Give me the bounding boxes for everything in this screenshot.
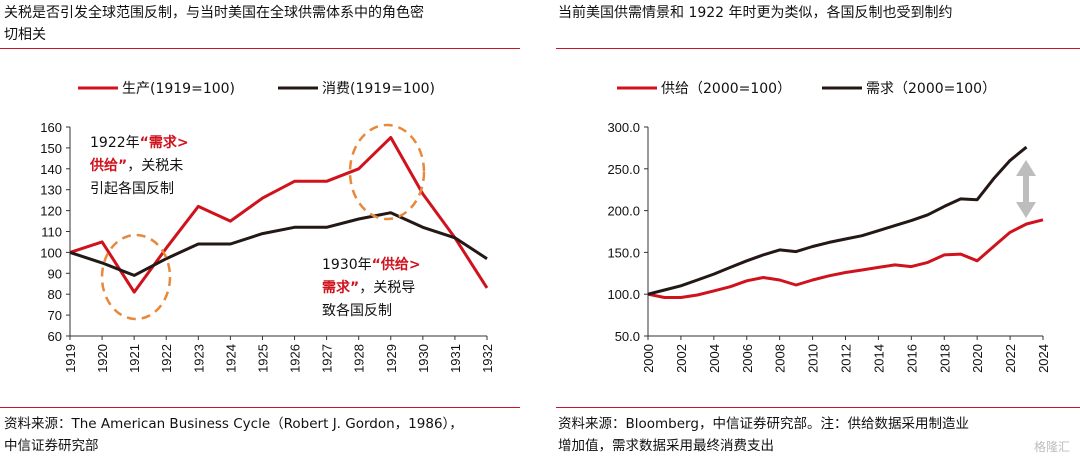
right-x-tick-label: 2004 — [707, 344, 722, 373]
left-x-tick-label: 1923 — [191, 344, 206, 373]
left-x-tick-label: 1931 — [448, 344, 463, 373]
right-y-tick-label: 100.0 — [607, 287, 640, 302]
right-x-tick-label: 2014 — [871, 344, 886, 373]
left-y-tick-label: 160 — [40, 120, 62, 135]
legend-label-production: 生产(1919=100) — [122, 81, 235, 97]
left-panel-title: 关税是否引发全球范围反制，与当时美国在全球供需体系中的角色密 切相关 — [4, 2, 524, 46]
left-x-tick-label: 1930 — [416, 344, 431, 373]
annotation-1930-line2: 需求”，关税导 — [322, 279, 415, 296]
left-y-tick-label: 60 — [48, 329, 62, 344]
annotation-1930: 1930年“供给> 需求”，关税导 致各国反制 — [322, 256, 421, 319]
right-x-tick-label: 2020 — [970, 344, 985, 373]
right-source-line1: 资料来源：Bloomberg，中信证券研究部。注：供给数据采用制造业 — [558, 416, 969, 432]
right-source-line2: 增加值，需求数据采用最终消费支出 — [558, 438, 774, 454]
left-source-rule — [0, 407, 520, 408]
left-x-tick-label: 1929 — [384, 344, 399, 373]
legend-label-supply: 供给（2000=100） — [661, 81, 791, 97]
annotation-1930-line3: 致各国反制 — [322, 303, 392, 319]
annotation-1922-red1: “需求> — [140, 134, 189, 151]
right-chart: 50.0 100.0 150.0 200.0 250.0 300.0 2000 2002 200… — [607, 120, 1051, 373]
right-panel-title: 当前美国供需情景和 1922 年时更为类似，各国反制也受到制约 — [558, 5, 953, 21]
left-y-tick-label: 100 — [40, 245, 62, 260]
annotation-1930-red1: “供给> — [372, 256, 421, 273]
series-line-production — [69, 136, 489, 294]
gap-double-arrow — [1016, 160, 1036, 218]
left-chart: 60 70 80 90 100 110 120 130 140 150 160 1919 1920 192… — [40, 120, 495, 373]
annotation-1922-line1: 1922年“需求> — [90, 134, 189, 151]
left-x-tick-label: 1925 — [255, 344, 270, 373]
series-line-demand — [647, 145, 1028, 296]
left-x-tick-label: 1922 — [159, 344, 174, 373]
right-y-tick-label: 250.0 — [607, 162, 640, 177]
legend-label-demand: 需求（2000=100） — [866, 81, 996, 97]
left-source-line1: 资料来源：The American Business Cycle（Robert … — [4, 416, 463, 432]
right-y-tick-label: 200.0 — [607, 204, 640, 219]
left-y-tick-label: 70 — [48, 308, 62, 323]
annotation-1922-year: 1922年 — [90, 135, 140, 151]
right-x-tick-label: 2010 — [806, 344, 821, 373]
left-y-tick-label: 150 — [40, 141, 62, 156]
highlight-circle-1929 — [348, 123, 426, 221]
annotation-1922-line2: 供给”，关税未 — [89, 157, 183, 174]
right-x-tick-label: 2024 — [1036, 344, 1051, 373]
left-y-tick-label: 90 — [48, 266, 62, 281]
annotation-1930-line1: 1930年“供给> — [322, 256, 421, 273]
legend-label-consumption: 消费(1919=100) — [322, 81, 435, 97]
left-x-tick-label: 1932 — [480, 344, 495, 373]
left-title-rule — [0, 48, 520, 49]
annotation-1930-rest: ，关税导 — [359, 280, 415, 296]
annotation-1922-line3: 引起各国反制 — [90, 181, 174, 197]
left-y-tick-label: 80 — [48, 287, 62, 302]
left-x-tick-label: 1927 — [320, 344, 335, 373]
highlight-circle-1921 — [100, 233, 172, 321]
right-x-tick-label: 2016 — [904, 344, 919, 373]
left-source: 资料来源：The American Business Cycle（Robert … — [4, 413, 529, 457]
left-source-line2: 中信证券研究部 — [4, 438, 99, 454]
watermark-logo: 格隆汇 — [1033, 440, 1070, 454]
left-y-tick-label: 110 — [41, 225, 62, 240]
gap-arrow-head-down — [1016, 202, 1036, 218]
left-title-line1: 关税是否引发全球范围反制，与当时美国在全球供需体系中的角色密 — [4, 5, 424, 21]
right-y-tick-label: 50.0 — [615, 329, 640, 344]
right-title-rule — [556, 48, 1080, 49]
left-x-tick-label: 1926 — [288, 344, 303, 373]
left-title-line2: 切相关 — [4, 27, 46, 43]
right-y-tick-label: 300.0 — [607, 120, 640, 135]
left-x-tick-label: 1920 — [95, 344, 110, 373]
right-x-tick-label: 2006 — [740, 344, 755, 373]
right-x-tick-label: 2018 — [937, 344, 952, 373]
left-y-tick-label: 120 — [40, 204, 62, 219]
annotation-1922-red2: 供给” — [89, 157, 127, 174]
annotation-1922-rest: ，关税未 — [127, 158, 183, 174]
left-x-tick-label: 1921 — [127, 344, 142, 373]
right-legend: 供给（2000=100） 需求（2000=100） — [617, 81, 996, 97]
right-source: 资料来源：Bloomberg，中信证券研究部。注：供给数据采用制造业 增加值，需… — [558, 413, 1078, 457]
right-x-tick-label: 2012 — [839, 344, 854, 373]
gap-arrow-shaft — [1023, 173, 1029, 205]
right-x-tick-label: 2000 — [641, 344, 656, 373]
right-source-rule — [556, 407, 1080, 408]
right-x-tick-label: 2022 — [1003, 344, 1018, 373]
annotation-1930-red2: 需求” — [322, 279, 359, 296]
annotation-1930-year: 1930年 — [322, 257, 372, 273]
left-y-tick-label: 140 — [40, 162, 62, 177]
left-y-tick-label: 130 — [40, 183, 62, 198]
right-x-tick-label: 2008 — [773, 344, 788, 373]
series-line-supply — [647, 218, 1044, 299]
right-y-tick-label: 150.0 — [607, 245, 640, 260]
left-legend: 生产(1919=100) 消费(1919=100) — [78, 81, 435, 97]
left-x-tick-label: 1924 — [223, 344, 238, 373]
gap-arrow-head-up — [1016, 160, 1036, 176]
right-x-tick-label: 2002 — [674, 344, 689, 373]
left-x-tick-label: 1928 — [352, 344, 367, 373]
left-x-tick-label: 1919 — [63, 344, 78, 373]
annotation-1922: 1922年“需求> 供给”，关税未 引起各国反制 — [89, 134, 189, 197]
series-line-consumption — [69, 211, 488, 277]
